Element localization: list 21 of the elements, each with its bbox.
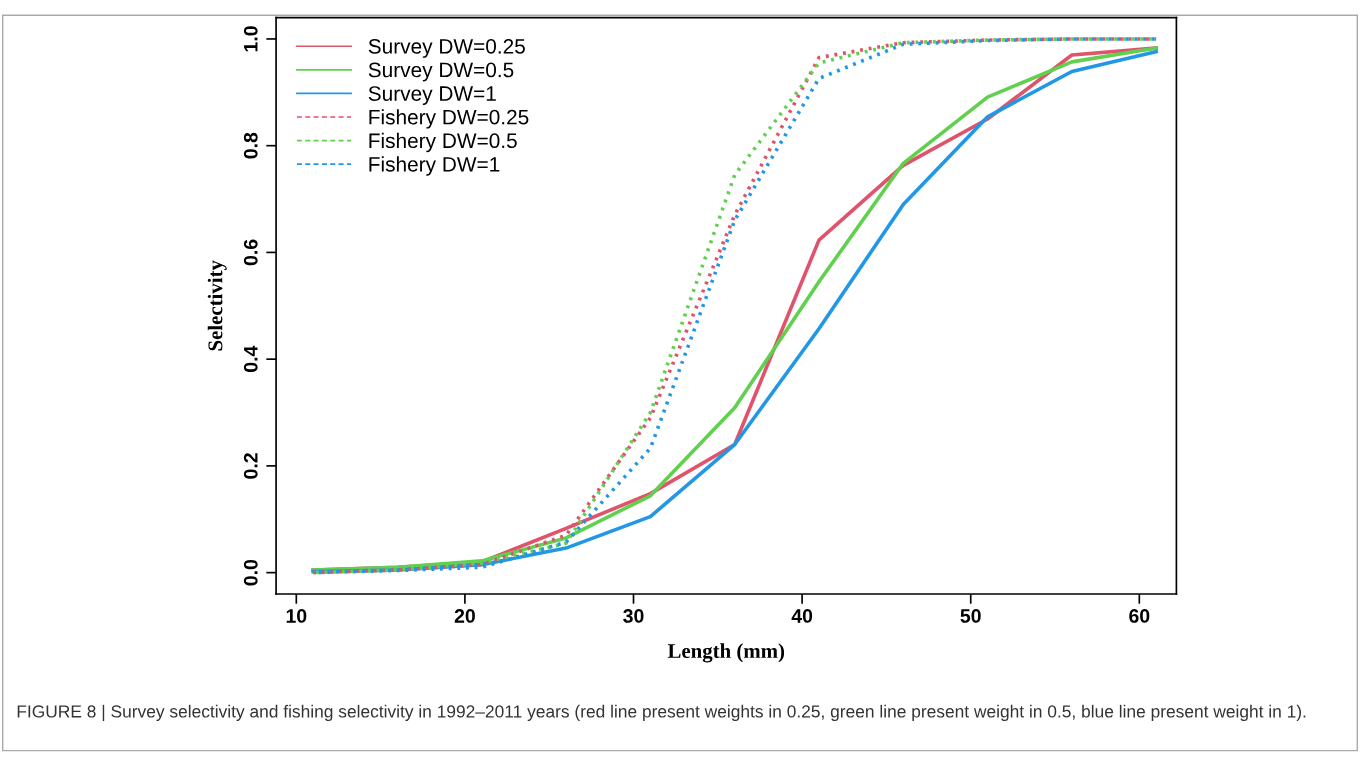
y-tick-label: 0.2 — [243, 453, 258, 479]
y-tick-label: 0.8 — [243, 132, 258, 159]
y-axis-title: Selectivity — [207, 260, 227, 351]
y-tick-label: 1.0 — [243, 26, 258, 52]
x-tick-label: 30 — [623, 609, 644, 623]
legend-label: Fishery DW=0.5 — [369, 132, 517, 153]
x-tick-label: 20 — [454, 609, 475, 623]
legend-label: Survey DW=0.5 — [368, 62, 514, 82]
legend-label: Survey DW=0.25 — [368, 38, 525, 58]
x-tick-label: 40 — [791, 609, 813, 623]
legend-label: Survey DW=1 — [368, 86, 496, 106]
legend-label: Fishery DW=0.25 — [369, 109, 529, 129]
x-tick-label: 50 — [960, 609, 981, 623]
legend-label: Fishery DW=1 — [369, 156, 500, 176]
x-axis-title: Length (mm) — [667, 643, 785, 663]
caption: FIGURE 8 | Survey selectivity and fishing selectivity in 1992–2011 years (red line present weights in 0.25, green line present weight in 0.5, blue line present weight in 1). — [17, 704, 1306, 722]
y-tick-label: 0.4 — [243, 345, 258, 372]
y-tick-label: 0.6 — [243, 239, 258, 266]
x-tick-label: 10 — [286, 609, 307, 623]
y-tick-label: 0.0 — [243, 559, 258, 586]
x-tick-label: 60 — [1129, 609, 1150, 623]
